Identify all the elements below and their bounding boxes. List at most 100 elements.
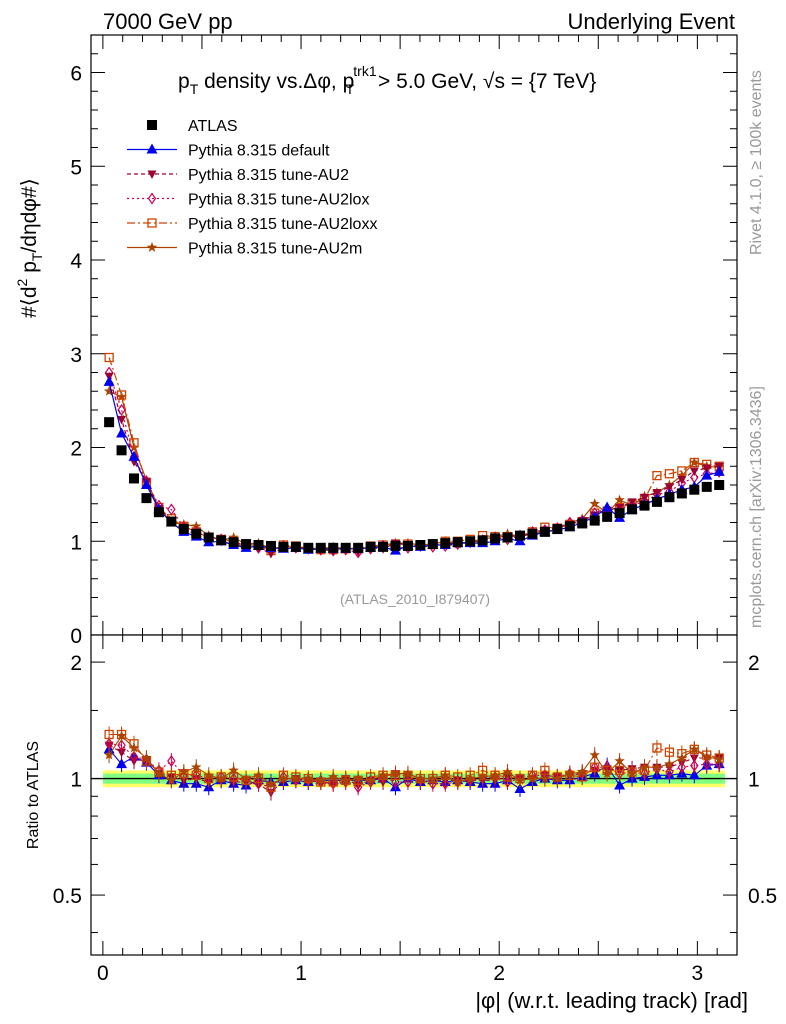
legend-marker xyxy=(146,143,158,154)
ratio-point xyxy=(215,773,227,783)
legend-label: ATLAS xyxy=(188,118,238,135)
legend-label: Pythia 8.315 tune-AU2loxx xyxy=(188,216,377,233)
data-point xyxy=(514,530,525,541)
data-point xyxy=(714,480,725,490)
ratio-point xyxy=(352,773,364,783)
data-point xyxy=(614,508,625,519)
ratio-point xyxy=(614,779,626,790)
ratio-point xyxy=(590,762,600,772)
ratio-point xyxy=(690,759,699,772)
data-point xyxy=(651,496,662,507)
data-point xyxy=(203,532,214,543)
data-point xyxy=(353,542,364,553)
data-point xyxy=(128,450,140,461)
ratio-pythia-8-315-tune-au2m xyxy=(103,727,725,792)
data-point xyxy=(241,539,252,550)
data-point xyxy=(689,484,700,495)
y-tick-label: 3 xyxy=(70,344,82,367)
ratio-point xyxy=(403,775,413,789)
data-point xyxy=(116,391,127,402)
data-point xyxy=(664,492,675,503)
x-axis-label: |φ| (w.r.t. leading track) [rad] xyxy=(475,988,748,1013)
ratio-point xyxy=(390,768,401,779)
ratio-point xyxy=(240,773,252,783)
data-point xyxy=(140,479,152,489)
ratio-point xyxy=(615,767,624,780)
header-left: 7000 GeV pp xyxy=(103,9,233,34)
ratio-point xyxy=(228,764,239,775)
data-point xyxy=(564,521,575,532)
legend-label: Pythia 8.315 tune-AU2 xyxy=(188,167,349,184)
data-point xyxy=(639,500,650,511)
data-point xyxy=(602,511,613,522)
data-point xyxy=(129,438,139,448)
ratio-point xyxy=(689,743,700,754)
ratio-y-tick-label-right: 1 xyxy=(748,769,760,792)
main-series-layer xyxy=(103,352,725,559)
data-point xyxy=(477,535,488,546)
legend-marker xyxy=(146,242,158,252)
data-point xyxy=(652,470,662,481)
legend-marker xyxy=(147,120,157,130)
data-point xyxy=(577,518,588,529)
data-point xyxy=(104,417,115,428)
legend-entry: Pythia 8.315 tune-AU2loxx xyxy=(127,216,377,233)
data-point xyxy=(627,504,638,515)
ratio-point xyxy=(402,768,414,779)
ratio-point xyxy=(253,769,264,780)
data-point xyxy=(166,516,177,527)
ratio-y-tick-label-right: 2 xyxy=(748,652,760,675)
ratio-point xyxy=(514,774,526,785)
data-point xyxy=(191,520,202,531)
y-tick-label: 6 xyxy=(70,63,82,86)
data-point xyxy=(178,518,189,529)
data-point xyxy=(601,501,613,512)
ratio-point xyxy=(353,781,363,794)
data-point xyxy=(390,540,401,551)
ratio-point xyxy=(191,761,202,772)
ratio-point xyxy=(452,776,463,787)
y-tick-label: 2 xyxy=(70,438,82,461)
legend-entry: ATLAS xyxy=(147,118,238,135)
data-point xyxy=(278,541,289,552)
legend: ATLAS Pythia 8.315 default Pythia 8.315 tu… xyxy=(127,118,377,258)
ratio-point xyxy=(167,754,176,768)
ratio-point xyxy=(464,773,476,783)
data-point xyxy=(701,481,712,492)
data-point xyxy=(589,515,600,526)
ratio-point xyxy=(677,761,687,774)
data-point xyxy=(490,533,501,544)
data-point xyxy=(328,542,339,553)
ratio-point xyxy=(427,773,439,783)
data-point xyxy=(427,539,438,550)
data-point xyxy=(266,549,276,559)
legend-marker xyxy=(147,218,157,228)
data-point xyxy=(253,540,264,550)
data-point xyxy=(415,540,426,550)
ratio-point xyxy=(489,769,501,780)
ratio-y-tick-label: 0.5 xyxy=(53,885,82,908)
ratio-point xyxy=(278,773,289,783)
data-point xyxy=(702,464,712,474)
ratio-point xyxy=(141,752,152,763)
chart-title: pT density vs.Δφ, ptrk1 T > 5.0 GeV, √s =… xyxy=(178,63,596,97)
ratio-y-tick-label: 1 xyxy=(70,769,82,792)
ratio-point xyxy=(552,773,563,783)
ratio-point xyxy=(676,752,688,763)
ratio-series-layer xyxy=(103,726,725,801)
ratio-point xyxy=(539,773,551,783)
ratio-point xyxy=(166,774,177,785)
data-point xyxy=(465,536,476,547)
data-point xyxy=(153,507,164,518)
y-tick-label: 4 xyxy=(70,250,82,273)
data-point xyxy=(664,469,675,479)
data-point xyxy=(290,541,301,552)
data-point xyxy=(117,415,127,425)
ratio-point xyxy=(564,768,575,779)
header-right: Underlying Event xyxy=(567,9,735,34)
data-point xyxy=(116,427,128,438)
legend-marker xyxy=(147,170,157,179)
ratio-point xyxy=(116,758,128,769)
y-axis-label: #⟨d2 pT/dηdφ#⟩ xyxy=(14,178,45,318)
ratio-point xyxy=(290,773,302,783)
